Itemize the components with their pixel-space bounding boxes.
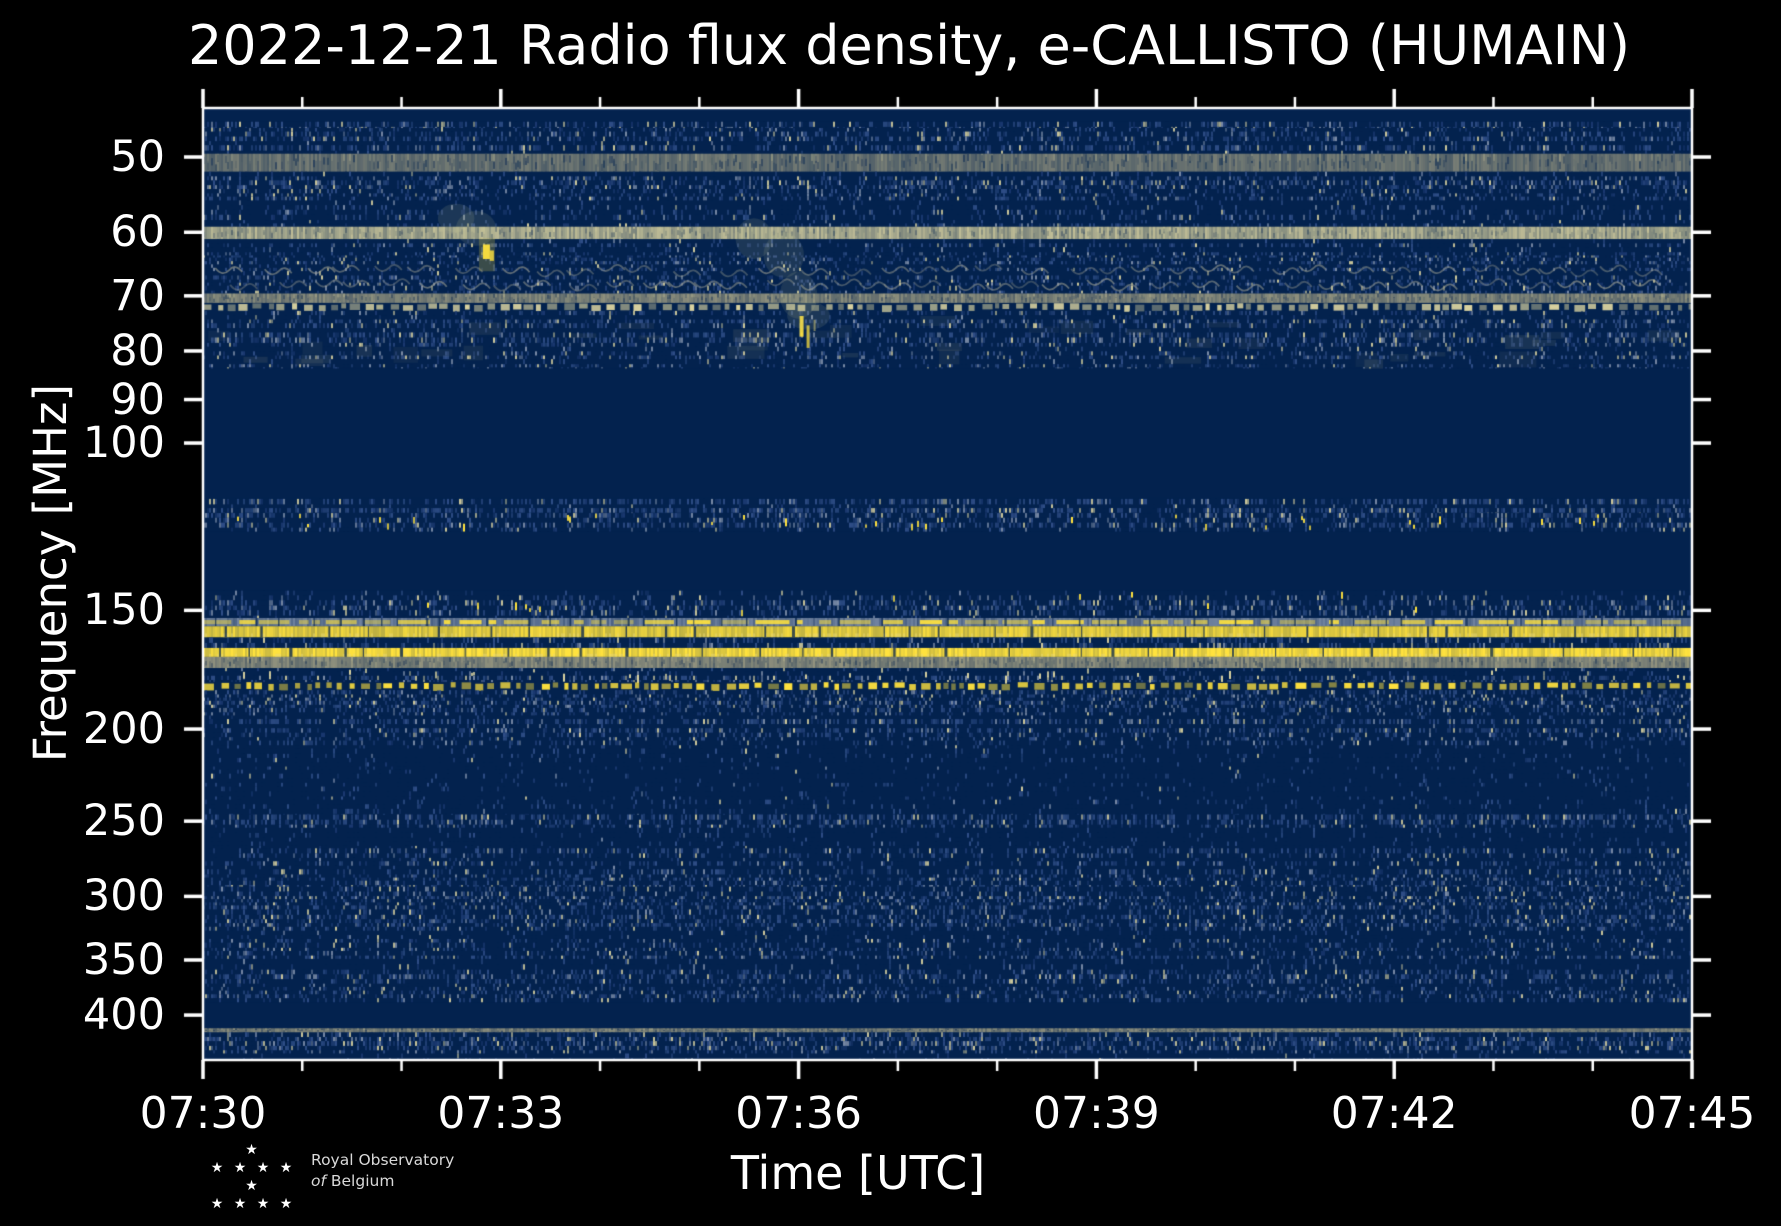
y-tick-label: 50 (110, 132, 165, 182)
y-tick-label: 90 (110, 374, 165, 425)
rob-logo-line2-of: of (311, 1172, 326, 1190)
y-tick-label: 100 (82, 418, 165, 469)
y-tick-label: 200 (82, 704, 165, 755)
rob-logo-stars: ★ ★ ★ ★ ★ ★ ★ ★ ★ ★ (203, 1141, 303, 1213)
x-tick-label: 07:36 (735, 1088, 862, 1139)
y-tick-label: 150 (82, 585, 165, 636)
x-tick-label: 07:30 (139, 1088, 267, 1139)
x-tick-label: 07:33 (437, 1088, 565, 1139)
x-tick-label: 07:42 (1330, 1088, 1458, 1139)
star-row: ★ ★ ★ ★ ★ (210, 1160, 296, 1194)
rob-logo-line2-belgium: Belgium (330, 1172, 395, 1190)
y-tick-label: 400 (82, 990, 165, 1041)
y-tick-label: 250 (82, 796, 165, 847)
y-tick-label: 80 (110, 325, 165, 376)
rob-logo-line1: Royal Observatory (311, 1151, 455, 1169)
x-tick-label: 07:39 (1032, 1088, 1160, 1139)
star-row: ★ ★ ★ ★ (210, 1196, 296, 1212)
y-tick-label: 350 (82, 934, 165, 985)
y-tick-label: 70 (110, 270, 165, 321)
y-axis-label: Frequency [MHz] (24, 383, 77, 763)
x-tick-label: 07:45 (1628, 1088, 1756, 1139)
star-row: ★ (245, 1142, 261, 1158)
rob-logo: ★ ★ ★ ★ ★ ★ ★ ★ ★ ★ Royal Observatory of B… (203, 1141, 623, 1213)
rob-logo-line2: of Belgium (311, 1171, 454, 1192)
x-axis-label: Time [UTC] (730, 1146, 986, 1200)
rob-logo-text: Royal Observatory of Belgium (311, 1150, 454, 1192)
y-tick-label: 300 (82, 871, 165, 922)
chart-title: 2022-12-21 Radio flux density, e-CALLIST… (187, 14, 1631, 77)
y-tick-label: 60 (110, 207, 165, 258)
